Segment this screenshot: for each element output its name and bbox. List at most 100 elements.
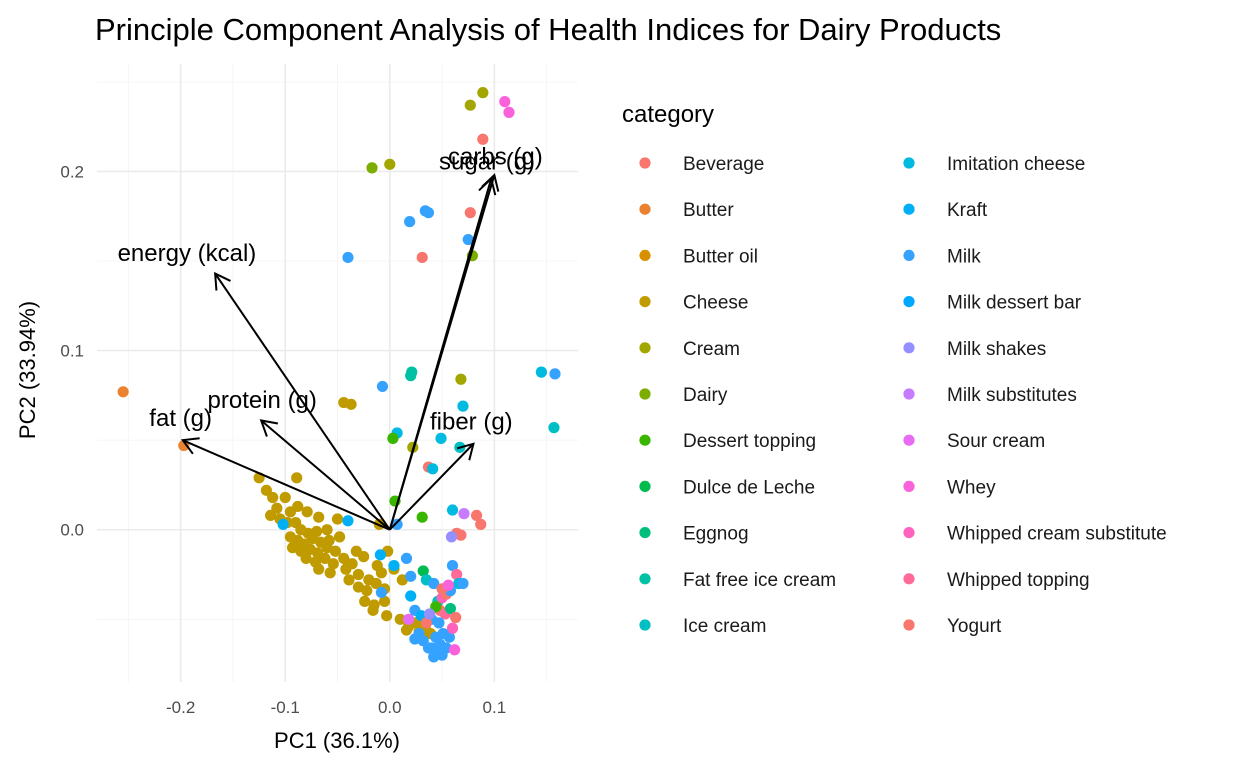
loading-vector-line bbox=[388, 178, 493, 531]
legend-key bbox=[903, 480, 915, 492]
data-point bbox=[333, 531, 346, 543]
data-point bbox=[300, 552, 312, 565]
x-tick-label: 0.0 bbox=[378, 698, 402, 717]
data-point bbox=[403, 613, 415, 625]
data-point bbox=[329, 545, 342, 557]
data-point bbox=[475, 518, 487, 530]
legend-entry-label: Dairy bbox=[683, 385, 728, 406]
data-point bbox=[445, 531, 458, 543]
loading-vector-label: protein (g) bbox=[208, 387, 317, 414]
legend-entry-label: Milk shakes bbox=[947, 339, 1046, 360]
data-point bbox=[400, 624, 413, 636]
data-point bbox=[396, 574, 408, 586]
data-point bbox=[417, 565, 429, 577]
legend-key bbox=[903, 573, 915, 585]
legend-entry-label: Whipped topping bbox=[947, 570, 1090, 591]
data-point bbox=[405, 590, 417, 602]
data-point bbox=[345, 398, 357, 410]
legend-key bbox=[639, 619, 651, 631]
loading-vector-label: carbs (g) bbox=[448, 143, 543, 170]
loading-vector-label: sugar (g) bbox=[439, 149, 535, 176]
data-point bbox=[359, 595, 371, 607]
legend-entry-label: Sour cream bbox=[947, 431, 1045, 452]
data-point bbox=[267, 491, 279, 504]
legend-entry-label: Yogurt bbox=[947, 616, 1002, 637]
data-point bbox=[361, 585, 373, 597]
legend-key bbox=[903, 203, 915, 215]
data-point bbox=[375, 586, 388, 599]
data-point bbox=[378, 595, 391, 607]
data-point bbox=[457, 400, 469, 412]
legend-key bbox=[639, 434, 651, 446]
chart-title: Principle Component Analysis of Health I… bbox=[95, 12, 1001, 47]
legend-entry-label: Beverage bbox=[683, 154, 764, 175]
data-point bbox=[342, 251, 354, 264]
data-point bbox=[340, 563, 352, 575]
data-point bbox=[422, 642, 435, 654]
data-point bbox=[284, 506, 297, 518]
legend-key bbox=[903, 296, 915, 308]
data-point bbox=[391, 518, 403, 530]
data-points bbox=[117, 87, 561, 663]
loading-vector-line bbox=[182, 439, 391, 531]
data-point bbox=[416, 251, 428, 264]
data-point bbox=[477, 87, 489, 99]
legend-key bbox=[639, 203, 651, 215]
axis-ticks: -0.2 -0.1 0.0 0.1 0.0 0.1 0.2 bbox=[60, 162, 506, 717]
data-point bbox=[422, 207, 435, 219]
data-point bbox=[435, 432, 447, 444]
data-point bbox=[549, 368, 561, 380]
data-point bbox=[464, 207, 476, 219]
legend-entry-label: Milk dessert bar bbox=[947, 293, 1082, 314]
data-point bbox=[477, 133, 489, 145]
data-point bbox=[367, 604, 379, 616]
data-point bbox=[321, 542, 333, 554]
data-point bbox=[376, 380, 389, 393]
data-point bbox=[366, 162, 378, 174]
legend-entry-label: Kraft bbox=[947, 200, 988, 221]
legend-entry-label: Cream bbox=[683, 339, 740, 360]
data-point bbox=[350, 545, 362, 557]
legend-key bbox=[639, 249, 651, 261]
legend-key bbox=[639, 157, 651, 169]
data-point bbox=[405, 370, 417, 382]
data-point bbox=[338, 552, 350, 565]
data-point bbox=[405, 570, 417, 582]
legend-entry-label: Whipped cream substitute bbox=[947, 524, 1167, 545]
loading-vectors: carbs (g)sugar (g) energy (kcal) protein (… bbox=[118, 143, 543, 531]
legend-key bbox=[639, 388, 651, 400]
data-point bbox=[279, 491, 291, 504]
y-tick-label: 0.1 bbox=[60, 342, 84, 361]
loading-vector-arrowhead bbox=[214, 271, 231, 291]
data-point bbox=[394, 613, 406, 625]
loading-vector-label: energy (kcal) bbox=[118, 240, 257, 267]
loading-vector-arrowhead bbox=[478, 176, 497, 196]
legend-entry-label: Dulce de Leche bbox=[683, 477, 815, 498]
loading-vector-arrowhead bbox=[259, 419, 279, 437]
legend-entry-label: Milk bbox=[947, 246, 981, 267]
data-point bbox=[446, 559, 459, 572]
legend-entry-label: Dessert topping bbox=[683, 431, 816, 452]
data-point bbox=[462, 233, 474, 246]
data-point bbox=[313, 563, 325, 575]
data-point bbox=[446, 622, 459, 634]
data-point bbox=[352, 568, 365, 581]
data-point bbox=[286, 542, 299, 554]
data-point bbox=[420, 617, 432, 629]
data-point bbox=[433, 617, 445, 629]
data-point bbox=[450, 611, 462, 624]
legend-entry-label: Butter oil bbox=[683, 246, 758, 267]
loading-vector-line bbox=[260, 419, 391, 531]
loading-vector-line bbox=[389, 443, 475, 531]
data-point bbox=[381, 610, 393, 622]
legend-key bbox=[639, 480, 651, 492]
y-tick-label: 0.0 bbox=[60, 521, 84, 540]
data-point bbox=[451, 568, 463, 581]
data-point bbox=[384, 158, 396, 170]
legend-entry-label: Milk substitutes bbox=[947, 385, 1077, 406]
legend-key bbox=[903, 157, 915, 169]
legend-key bbox=[903, 434, 915, 446]
legend-entry-label: Eggnog bbox=[683, 524, 749, 545]
data-point bbox=[427, 463, 439, 475]
data-point bbox=[458, 508, 470, 520]
